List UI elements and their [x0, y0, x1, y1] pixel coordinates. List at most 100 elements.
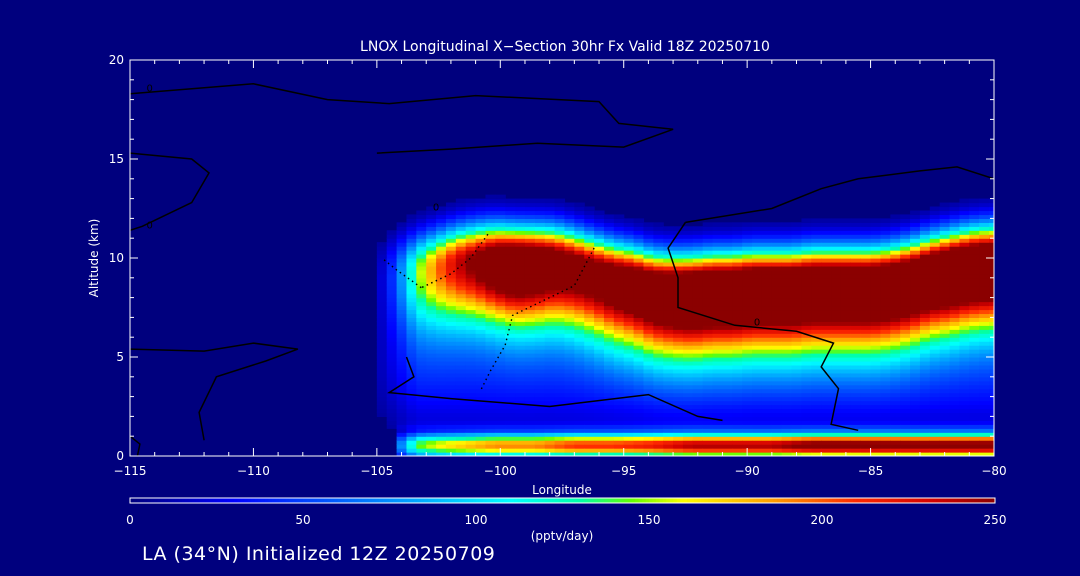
heatmap-cell	[465, 424, 477, 429]
heatmap-cell	[416, 388, 427, 394]
heatmap-cell	[702, 222, 714, 227]
heatmap-cell	[880, 234, 891, 239]
heatmap-cell	[386, 408, 398, 414]
heatmap-cell	[890, 226, 901, 231]
heatmap-cell	[722, 412, 733, 417]
heatmap-cell	[850, 218, 862, 223]
heatmap-cell	[939, 376, 951, 382]
heatmap-cell	[880, 432, 891, 437]
colorbar-swatch	[666, 498, 671, 503]
heatmap-cell	[603, 372, 615, 378]
heatmap-cell	[791, 261, 803, 267]
heatmap-cell	[682, 452, 694, 456]
heatmap-cell	[485, 448, 496, 453]
heatmap-cell	[850, 246, 862, 251]
heatmap-cell	[643, 337, 654, 342]
heatmap-cell	[544, 198, 556, 204]
heatmap-cell	[821, 372, 832, 378]
heatmap-cell	[426, 301, 437, 307]
heatmap-cell	[436, 353, 447, 358]
heatmap-cell	[594, 368, 605, 374]
heatmap-cell	[900, 234, 911, 239]
heatmap-cell	[386, 364, 398, 370]
heatmap-cell	[376, 341, 388, 346]
heatmap-cell	[840, 293, 852, 299]
heatmap-cell	[584, 273, 595, 279]
colorbar-frame	[129, 497, 996, 504]
heatmap-cell	[386, 265, 398, 271]
heatmap-cell	[702, 444, 714, 449]
heatmap-cell	[801, 258, 812, 263]
heatmap-cell	[603, 226, 615, 231]
heatmap-cell	[752, 440, 763, 445]
heatmap-cell	[890, 357, 901, 362]
heatmap-cell	[771, 293, 783, 299]
heatmap-cell	[603, 376, 615, 382]
heatmap-cell	[515, 436, 526, 441]
heatmap-cell	[860, 448, 872, 453]
heatmap-cell	[860, 313, 872, 318]
heatmap-cell	[692, 321, 704, 326]
heatmap-cell	[702, 396, 714, 402]
heatmap-cell	[910, 448, 921, 453]
heatmap-cell	[663, 444, 674, 449]
heatmap-cell	[554, 424, 566, 429]
colorbar-swatch	[282, 498, 287, 503]
heatmap-cell	[900, 376, 911, 382]
heatmap-cell	[574, 238, 585, 243]
heatmap-cell	[821, 277, 832, 283]
heatmap-cell	[564, 289, 575, 295]
heatmap-cell	[524, 376, 536, 382]
heatmap-cell	[910, 360, 921, 366]
heatmap-cell	[663, 281, 674, 287]
heatmap-cell	[603, 408, 615, 414]
heatmap-cell	[979, 345, 990, 350]
heatmap-cell	[554, 329, 566, 334]
heatmap-cell	[880, 400, 891, 406]
heatmap-cell	[910, 416, 921, 421]
heatmap-cell	[831, 420, 842, 425]
heatmap-cell	[623, 309, 635, 315]
heatmap-cell	[831, 289, 842, 295]
heatmap-cell	[712, 432, 724, 437]
heatmap-cell	[623, 329, 635, 334]
heatmap-cell	[564, 353, 575, 358]
heatmap-cell	[554, 420, 566, 425]
heatmap-cell	[613, 226, 625, 231]
heatmap-cell	[919, 452, 931, 456]
heatmap-cell	[633, 368, 645, 374]
heatmap-cell	[406, 353, 417, 358]
heatmap-cell	[742, 440, 753, 445]
heatmap-cell	[426, 380, 437, 386]
heatmap-cell	[436, 230, 447, 235]
heatmap-cell	[791, 317, 803, 322]
heatmap-cell	[900, 396, 911, 402]
heatmap-cell	[485, 218, 496, 223]
heatmap-cell	[485, 317, 496, 322]
heatmap-cell	[702, 293, 714, 299]
heatmap-cell	[623, 416, 635, 421]
heatmap-cell	[574, 452, 585, 456]
heatmap-cell	[534, 372, 546, 378]
heatmap-cell	[742, 400, 753, 406]
colorbar-swatch	[780, 498, 785, 503]
heatmap-cell	[653, 364, 664, 370]
heatmap-cell	[949, 368, 961, 374]
heatmap-cell	[989, 242, 994, 247]
heatmap-cell	[416, 448, 427, 453]
heatmap-cell	[969, 202, 980, 208]
heatmap-cell	[880, 305, 891, 311]
heatmap-cell	[574, 273, 585, 279]
heatmap-cell	[742, 376, 753, 382]
heatmap-cell	[989, 321, 994, 326]
heatmap-cell	[505, 261, 516, 267]
contour-line-dotted	[381, 257, 422, 289]
heatmap-cell	[436, 206, 447, 212]
heatmap-cell	[742, 428, 753, 433]
heatmap-cell	[623, 273, 635, 279]
heatmap-cell	[524, 297, 536, 303]
heatmap-cell	[939, 222, 951, 227]
heatmap-cell	[515, 218, 526, 223]
heatmap-cell	[959, 420, 970, 425]
heatmap-cell	[821, 269, 832, 275]
